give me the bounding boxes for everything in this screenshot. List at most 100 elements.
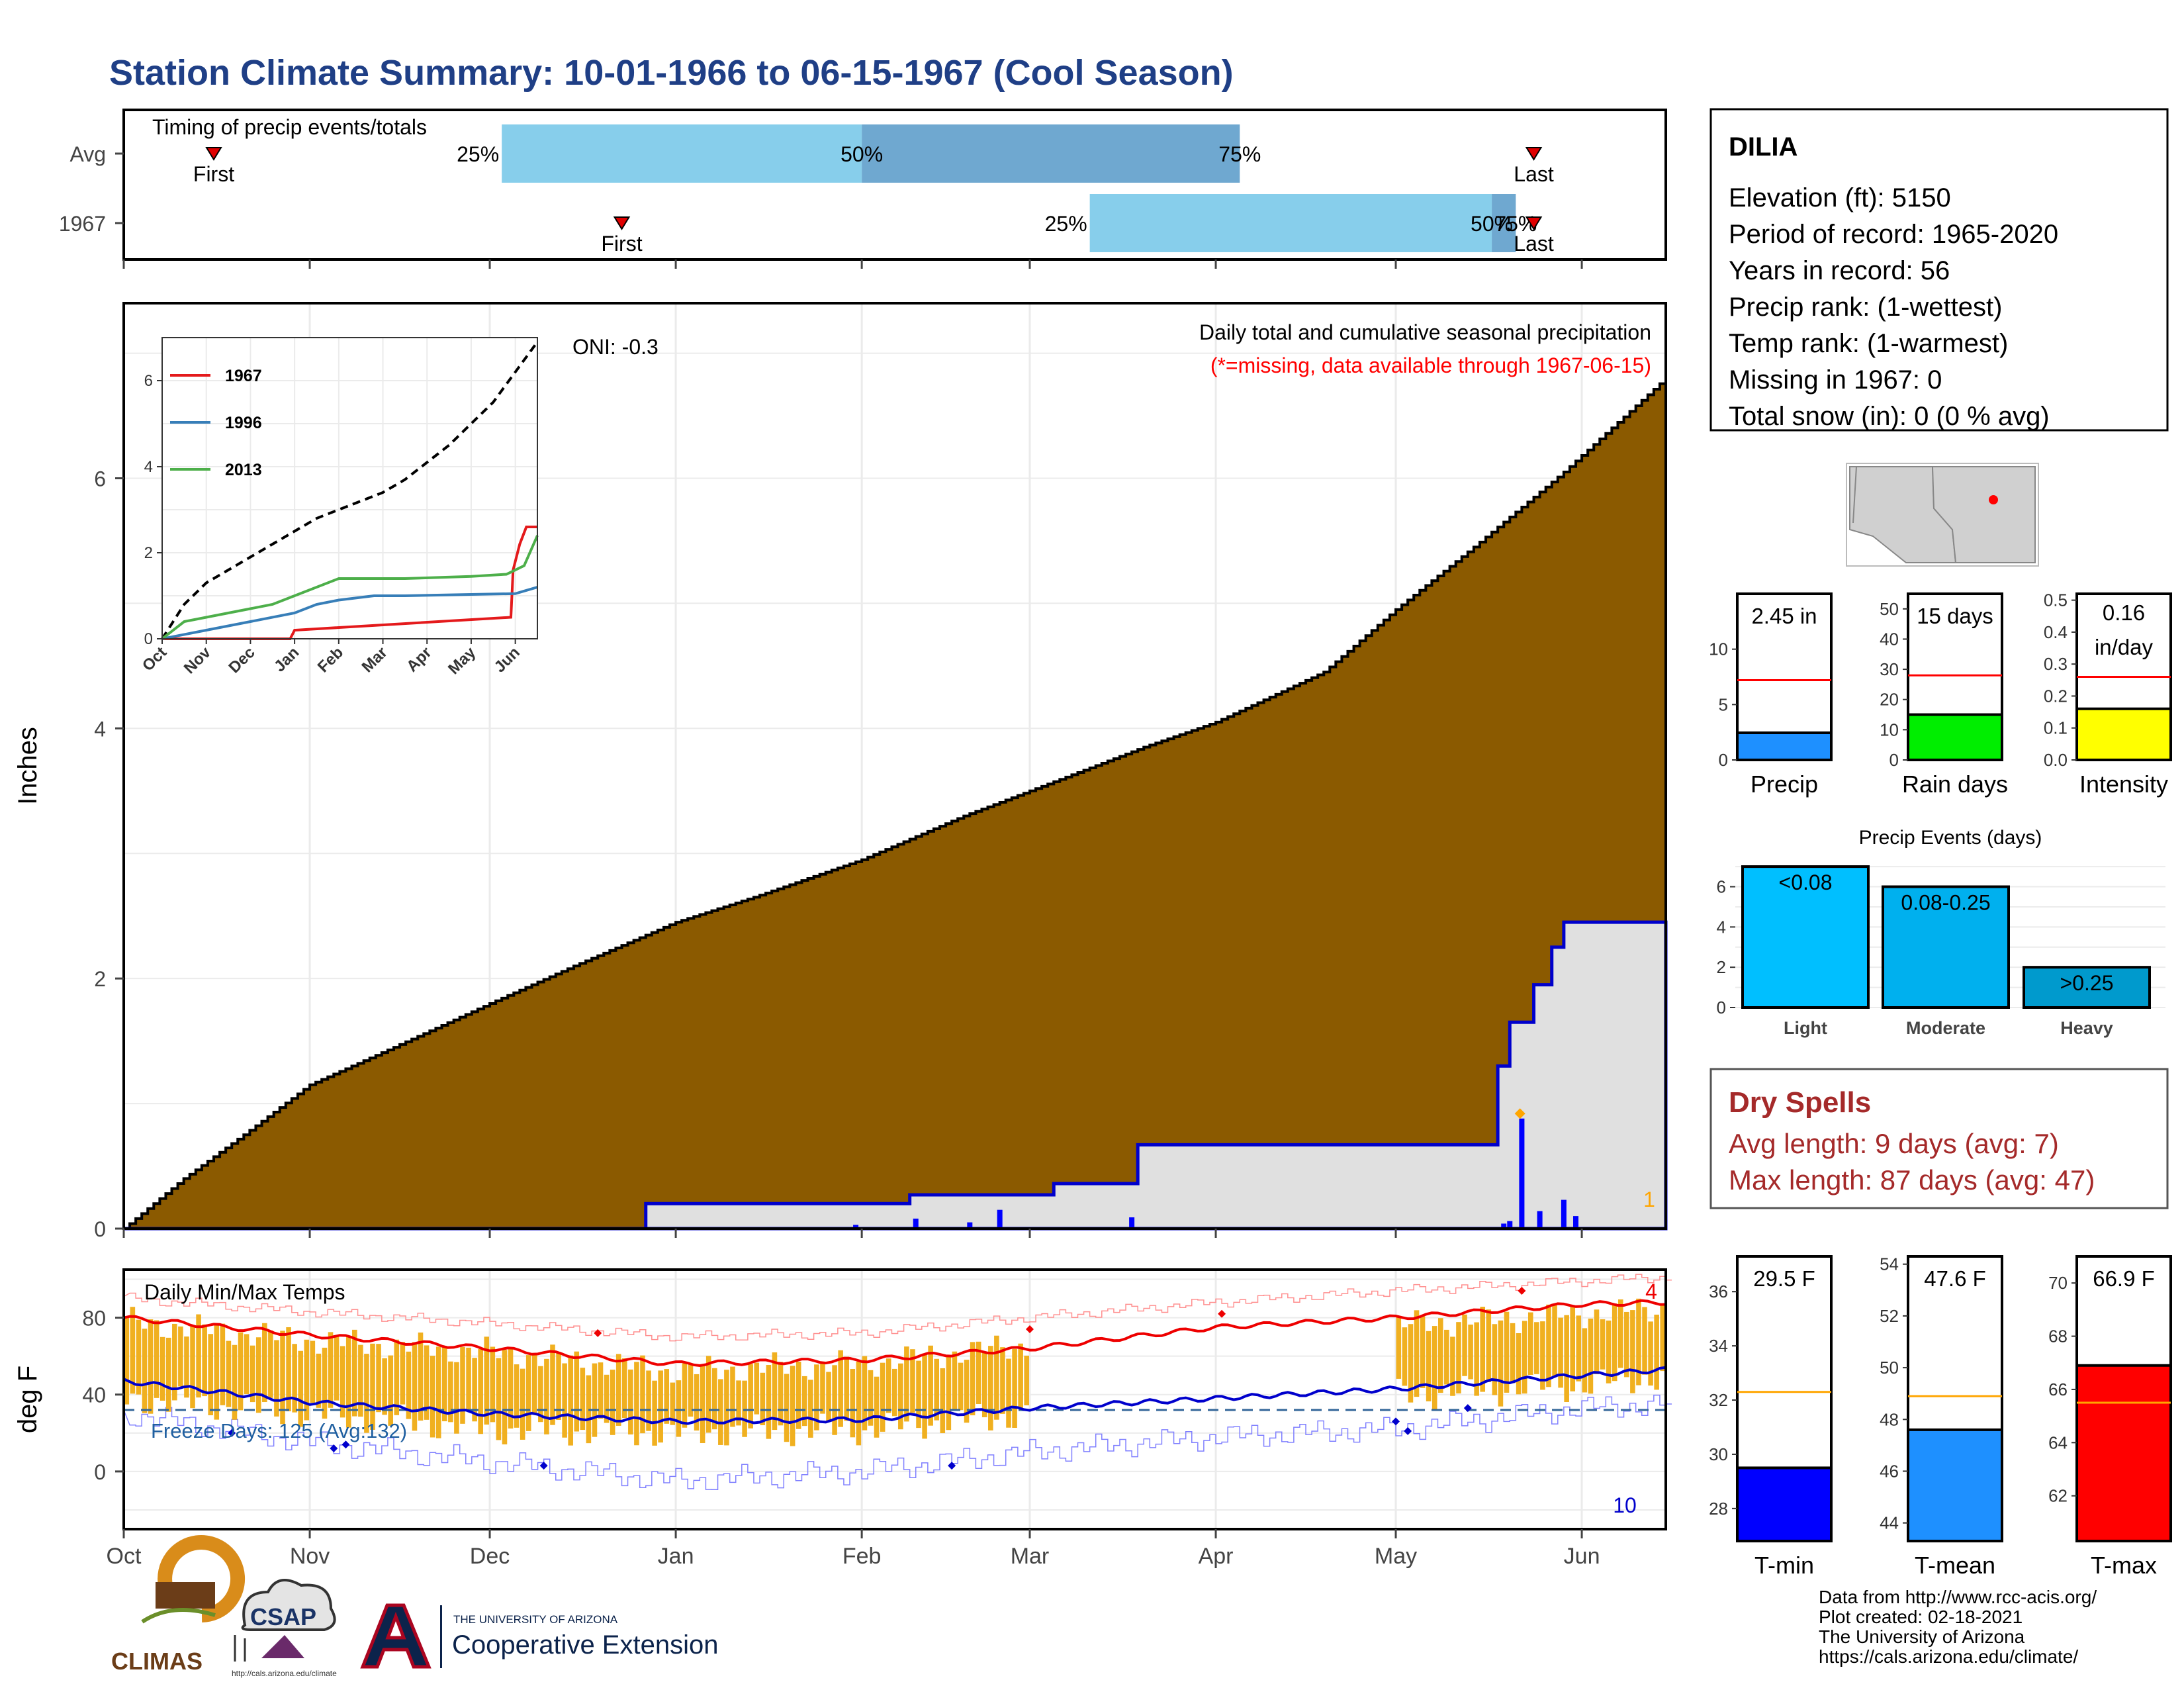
daily-temp-bar	[891, 1368, 897, 1417]
daily-temp-bar	[262, 1323, 267, 1403]
mini-chart-y-tick-label: 30	[1880, 659, 1899, 679]
daily-temp-bar	[142, 1329, 148, 1413]
daily-temp-bar	[1474, 1322, 1479, 1396]
footer-line: Plot created: 02-18-2021	[1819, 1607, 2023, 1627]
precip-events-bar	[1882, 885, 2010, 1009]
daily-temp-bar	[754, 1362, 760, 1415]
record-high-marker	[1518, 1286, 1526, 1295]
daily-precip-bar	[1573, 1216, 1579, 1229]
station-line: Elevation (ft): 5150	[1729, 183, 1951, 212]
mini-chart-y-tick-label: 66	[2048, 1380, 2068, 1399]
daily-temp-bar	[310, 1340, 316, 1403]
daily-temp-bar	[1582, 1328, 1588, 1393]
precip-events-bar-label: >0.25	[2060, 971, 2114, 995]
daily-temp-bar	[1450, 1336, 1455, 1396]
daily-temp-bar	[676, 1380, 682, 1437]
mini-chart-value-label: 29.5 F	[1753, 1266, 1815, 1291]
daily-temp-bar	[1444, 1329, 1449, 1385]
mini-chart-y-tick-label: 62	[2048, 1486, 2068, 1506]
daily-temp-bar	[1630, 1310, 1635, 1393]
daily-temp-bar	[178, 1326, 183, 1387]
daily-temp-bar	[922, 1353, 927, 1439]
temp-panel-title: Daily Min/Max Temps	[144, 1280, 345, 1304]
daily-temp-bar	[705, 1356, 711, 1433]
daily-temp-bar	[220, 1323, 226, 1405]
month-tick-label: Oct	[107, 1544, 142, 1569]
daily-temp-bar	[790, 1366, 796, 1446]
daily-temp-bar	[562, 1363, 567, 1438]
daily-temp-bar	[621, 1358, 627, 1419]
daily-temp-bar	[322, 1347, 328, 1419]
mini-chart-t-max: 62 64 66 68 70 66.9 F T-max	[2048, 1255, 2172, 1579]
station-line: Precip rank: (1-wettest)	[1729, 293, 2002, 322]
daily-temp-bar	[856, 1362, 862, 1446]
precip-events-chart: Precip Events (days) <0.08 Light 0.08-0.25 M…	[1717, 827, 2165, 1038]
timing-p25-label: 25%	[457, 142, 499, 166]
mini-chart-bar	[2075, 707, 2172, 762]
oni-label: ONI: -0.3	[572, 335, 659, 359]
daily-temp-bar	[490, 1346, 496, 1423]
precip-events-title: Precip Events (days)	[1859, 827, 2042, 849]
main-y-tick-label: 0	[94, 1217, 106, 1241]
page-title: Station Climate Summary: 10-01-1966 to 0…	[109, 53, 1234, 93]
mini-chart-y-tick-label: 0.3	[2044, 654, 2068, 674]
daily-temp-bar	[352, 1329, 357, 1417]
daily-temp-bar	[226, 1340, 232, 1407]
daily-temp-bar	[1024, 1355, 1029, 1405]
mini-chart-y-tick-label: 0.1	[2044, 718, 2068, 738]
daily-temp-bar	[568, 1355, 573, 1446]
climas-logo-text: CLIMAS	[111, 1648, 203, 1675]
inset-series-line-0	[161, 341, 539, 640]
precip-events-bar	[2023, 966, 2151, 1009]
footer-line: https://cals.arizona.edu/climate/	[1819, 1646, 2078, 1667]
daily-temp-bar	[358, 1344, 363, 1417]
month-tick-label: Dec	[470, 1544, 510, 1569]
daily-temp-bar	[298, 1350, 303, 1427]
mini-chart-category-label: Precip	[1751, 771, 1818, 798]
dry-spells-title: Dry Spells	[1729, 1086, 1871, 1119]
daily-temp-bar	[1660, 1305, 1665, 1372]
daily-temp-bar	[796, 1362, 801, 1429]
temp-panel-frame	[122, 1268, 1667, 1530]
daily-temp-bar	[382, 1358, 387, 1415]
daily-temp-bar	[1498, 1320, 1504, 1407]
daily-temp-bar	[958, 1362, 964, 1411]
month-tick-label: May	[1375, 1544, 1417, 1569]
month-tick-label: Mar	[1011, 1544, 1050, 1569]
daily-temp-bar	[484, 1336, 490, 1425]
university-of-arizona-logo: THE UNIVERSITY OF ARIZONA Cooperative Ex…	[360, 1603, 718, 1669]
timing-p50-label: 50%	[1471, 212, 1513, 236]
daily-temp-bar	[478, 1348, 483, 1434]
main-panel-frame	[122, 302, 1667, 1230]
daily-temp-bar	[496, 1358, 502, 1440]
daily-temp-bar	[1414, 1310, 1420, 1397]
mini-chart-y-tick-label: 54	[1880, 1254, 1899, 1274]
daily-temp-bar	[916, 1360, 921, 1429]
daily-temp-bar	[700, 1366, 705, 1444]
daily-temp-bar	[1432, 1326, 1437, 1409]
temp-y-tick-label: 40	[82, 1383, 106, 1407]
timing-panel: Timing of precip events/totals Avg 25% 50% 7…	[59, 109, 1667, 269]
temp-y-tick-label: 0	[94, 1460, 106, 1484]
mini-chart-rain-days: 0 10 20 30 40 50 15 days Rain days	[1880, 592, 2008, 798]
daily-temp-bar	[148, 1319, 154, 1414]
daily-temp-bar	[742, 1380, 747, 1437]
inset-legend-label: 1996	[225, 414, 262, 432]
daily-temp-bar	[604, 1374, 610, 1423]
mini-chart-y-tick-label: 48	[1880, 1409, 1899, 1429]
daily-temp-bar	[1546, 1304, 1551, 1387]
logos: CLIMAS CSAP http://cals.arizona.edu/clim…	[111, 1535, 718, 1678]
daily-temp-bar	[154, 1320, 159, 1398]
timing-first-marker	[613, 216, 631, 230]
daily-temp-bar	[124, 1316, 130, 1405]
record-high-marker	[1218, 1309, 1226, 1318]
daily-temp-bar	[202, 1324, 207, 1397]
daily-temp-bar	[238, 1332, 244, 1411]
mini-chart-bar	[1907, 1428, 2003, 1543]
record-low-marker	[1392, 1417, 1400, 1426]
season-1967-cumulative-area	[124, 920, 1668, 1231]
daily-precip-bar	[1501, 1223, 1507, 1229]
daily-temp-bar	[670, 1382, 676, 1425]
